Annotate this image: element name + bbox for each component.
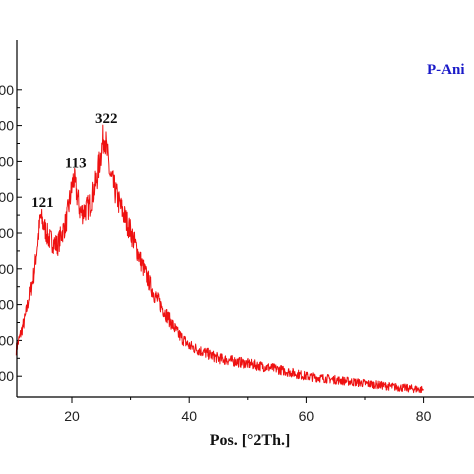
y-tick-label: 00 [0,118,14,134]
y-tick-label: 00 [0,225,14,241]
legend-label: P-Ani [427,62,465,78]
y-tick-label: 00 [0,297,14,313]
xrd-series-line [15,124,424,394]
peak-label: 322 [95,111,118,127]
x-tick-label: 80 [416,408,432,424]
y-tick-label: 00 [0,153,14,169]
y-tick-label: 00 [0,82,14,98]
x-tick-label: 40 [181,408,197,424]
x-axis-label: Pos. [°2Th.] [210,432,291,449]
y-tick-label: 00 [0,368,14,384]
y-tick-label: 00 [0,189,14,205]
series-layer [15,124,424,394]
peak-label: 113 [65,156,87,172]
y-tick-label: 00 [0,332,14,348]
x-tick-label: 20 [64,408,80,424]
x-axis-ticks: 20 40 60 80 [64,397,432,424]
y-axis-ticks: 00 00 00 00 00 00 00 00 00 [0,82,22,384]
x-tick-label: 60 [299,408,315,424]
peak-annotations: 121 113 322 [31,111,117,211]
peak-label: 121 [31,195,54,211]
y-tick-label: 00 [0,261,14,277]
